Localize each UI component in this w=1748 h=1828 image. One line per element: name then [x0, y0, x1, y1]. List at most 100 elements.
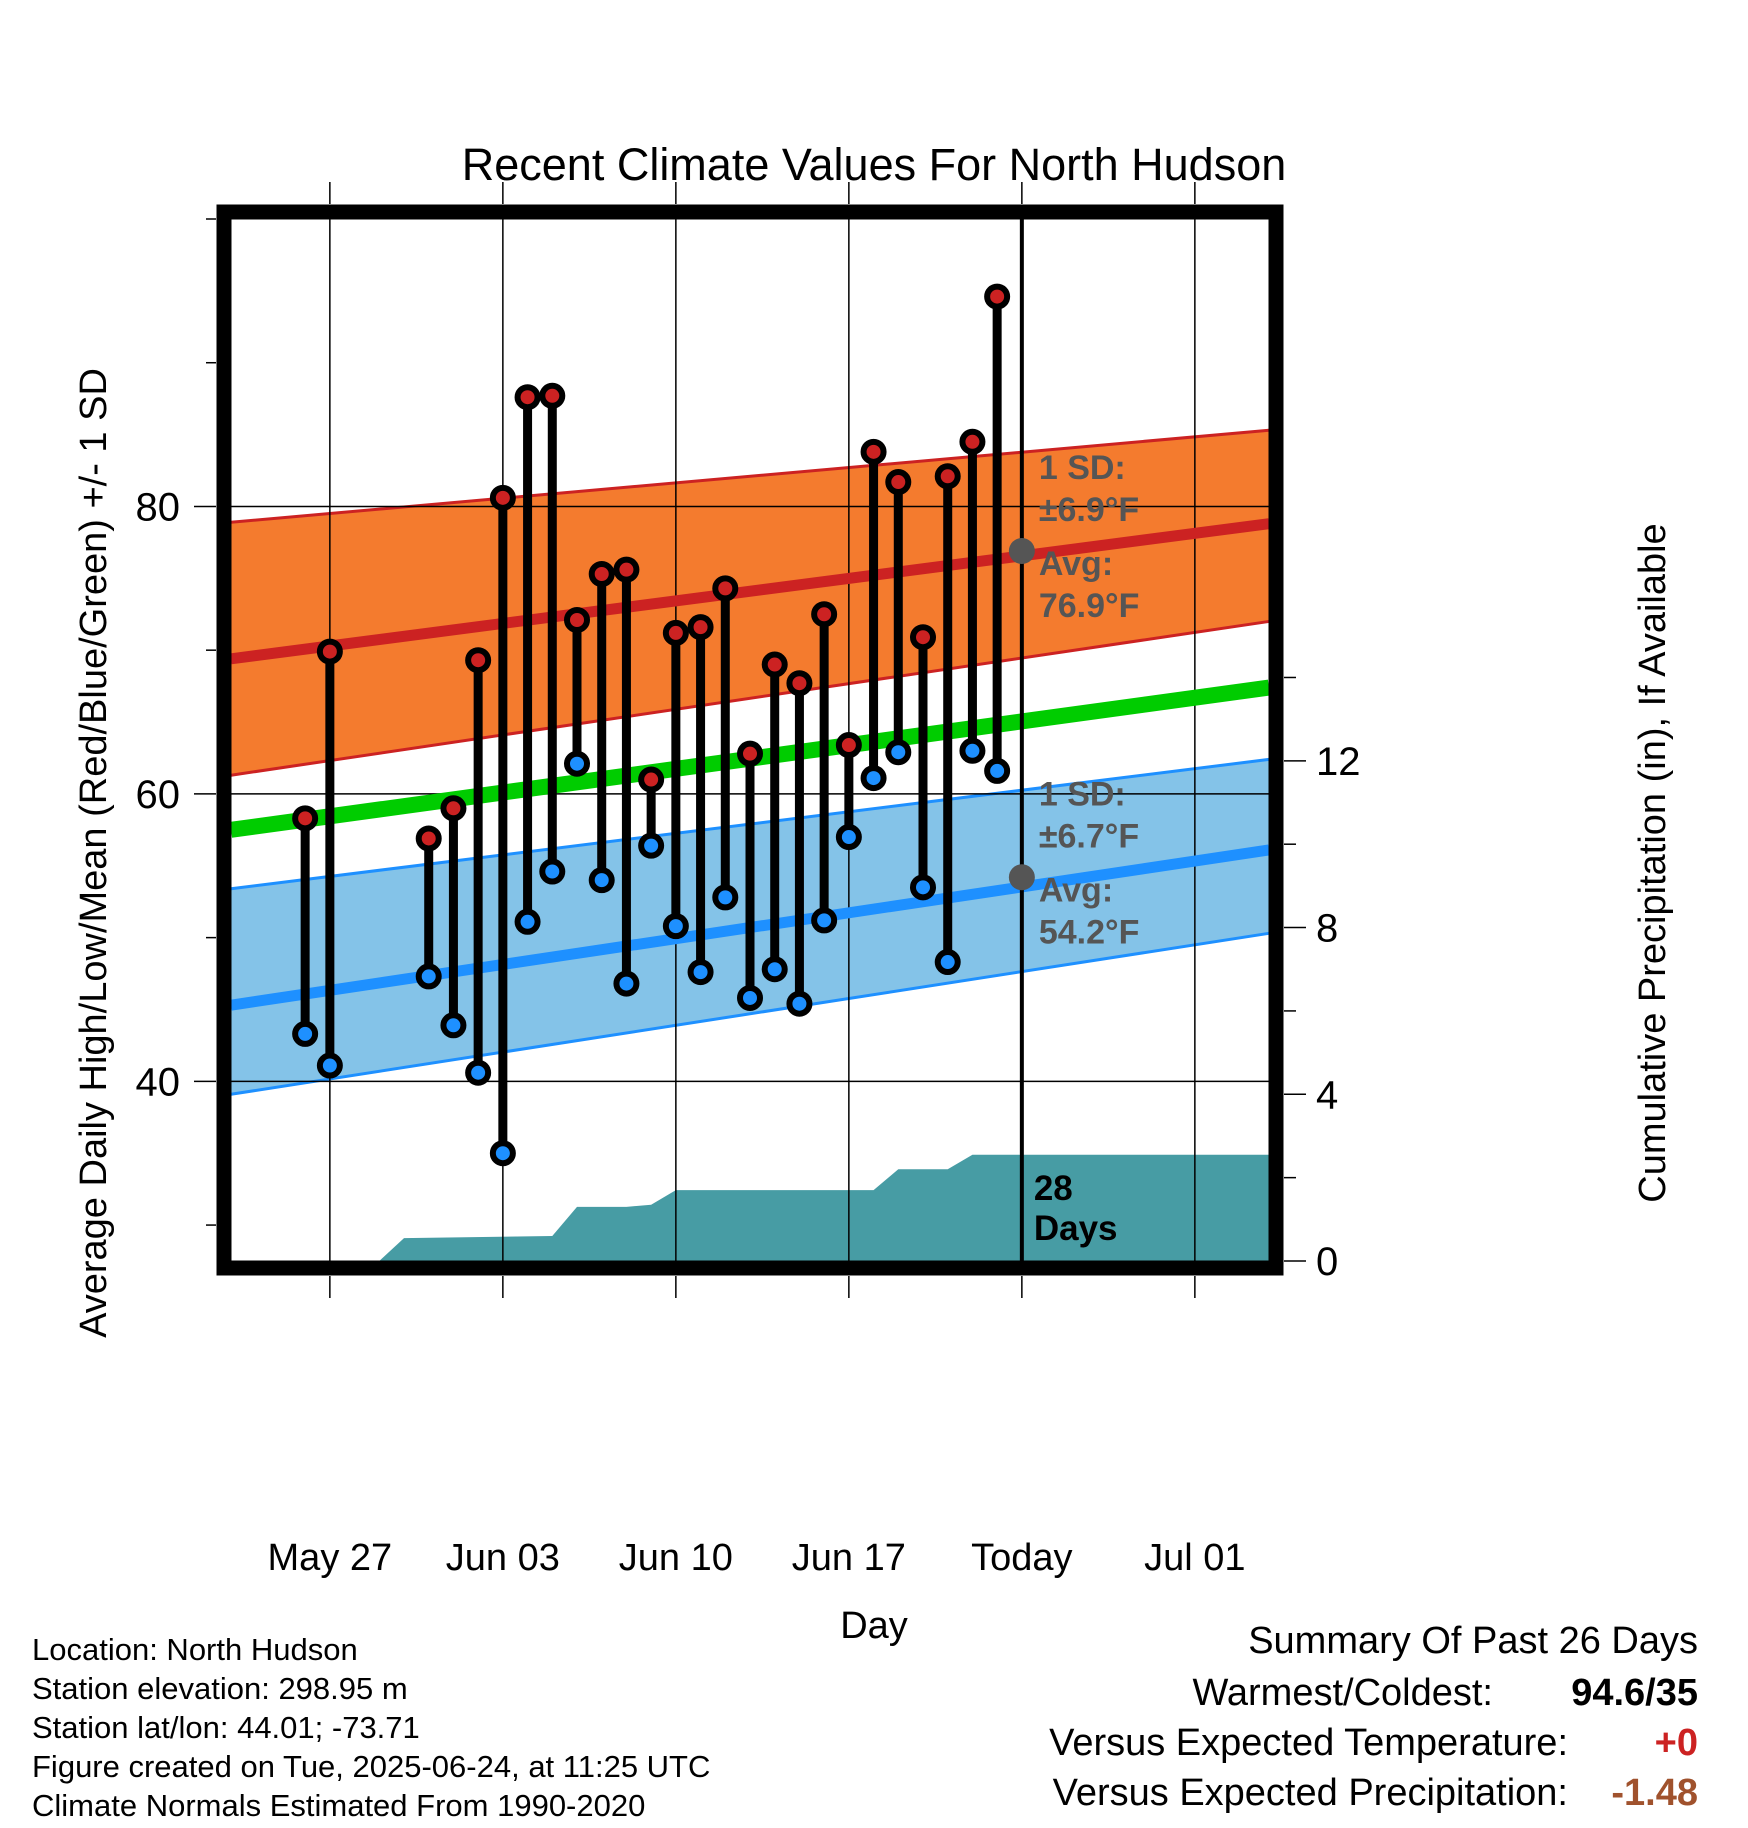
daily-low-point-2025-06-17: [835, 824, 862, 851]
daily-low-point-2025-06-23: [984, 757, 1011, 784]
summary-precip-value: -1.48: [1611, 1772, 1698, 1814]
days-count-word: Days: [1034, 1209, 1118, 1248]
low-normal-band-lower-edge: [230, 931, 1270, 1096]
today-low-avg-marker: [1008, 864, 1035, 891]
high-avg-value: 76.9°F: [1039, 587, 1140, 625]
daily-high-point-2025-06-09: [638, 766, 665, 793]
daily-high-point-2025-05-26: [292, 805, 319, 832]
daily-low-point-2025-06-09: [638, 832, 665, 859]
daily-high-point-2025-06-20: [910, 624, 936, 651]
y-axis-label: Average Daily High/Low/Mean (Red/Blue/Gr…: [73, 368, 115, 1338]
daily-high-point-2025-06-14: [761, 651, 788, 678]
daily-low-point-2025-06-01: [440, 1012, 467, 1039]
days-count-number: 28: [1034, 1169, 1073, 1208]
cumulative-precipitation-area: [231, 1154, 1269, 1261]
y-tick-label-40: 40: [136, 1060, 181, 1104]
high-normal-band-lower-edge: [230, 619, 1270, 777]
daily-high-point-2025-06-18: [860, 438, 887, 465]
daily-low-point-2025-06-14: [761, 956, 788, 983]
daily-high-point-2025-06-11: [687, 614, 714, 641]
daily-high-point-2025-06-03: [489, 484, 516, 511]
info-normals: Climate Normals Estimated From 1990-2020: [32, 1788, 646, 1823]
daily-high-point-2025-05-27: [316, 638, 343, 665]
daily-high-point-2025-06-08: [613, 556, 640, 583]
daily-high-point-2025-06-23: [984, 283, 1011, 310]
summary-temp-label: Versus Expected Temperature:: [1049, 1722, 1568, 1764]
high-sd-value: ±6.9°F: [1039, 491, 1139, 529]
daily-low-point-2025-06-11: [687, 959, 714, 986]
summary-warmest-value: 94.6/35: [1571, 1672, 1698, 1714]
daily-low-point-2025-06-12: [712, 884, 739, 911]
low-sd-value: ±6.7°F: [1039, 817, 1139, 855]
daily-high-point-2025-06-16: [811, 601, 838, 628]
y2-tick-label-12: 12: [1316, 740, 1361, 784]
summary-precip-label: Versus Expected Precipitation:: [1052, 1772, 1568, 1814]
chart-title: Recent Climate Values For North Hudson: [462, 139, 1287, 190]
summary-warmest-label: Warmest/Coldest:: [1192, 1672, 1493, 1714]
daily-high-point-2025-06-19: [885, 469, 912, 496]
daily-low-point-2025-06-10: [662, 913, 689, 940]
x-tick-label-2025-06-10: Jun 10: [619, 1537, 733, 1579]
today-high-avg-marker: [1008, 538, 1035, 565]
daily-low-point-2025-06-19: [885, 739, 912, 766]
y2-tick-label-4: 4: [1316, 1073, 1338, 1117]
x-axis-label: Day: [840, 1605, 908, 1647]
daily-low-point-2025-05-26: [292, 1020, 319, 1047]
summary-panel: Summary Of Past 26 Days Warmest/Coldest:…: [900, 1620, 1698, 1825]
summary-temp-value: +0: [1654, 1722, 1698, 1764]
daily-high-point-2025-06-22: [959, 428, 986, 455]
info-elevation: Station elevation: 298.95 m: [32, 1671, 408, 1706]
daily-high-point-2025-05-31: [415, 825, 442, 852]
x-tick-label-2025-07-01: Jul 01: [1144, 1537, 1245, 1579]
daily-high-point-2025-06-07: [588, 560, 615, 587]
daily-low-point-2025-06-20: [910, 874, 936, 901]
daily-low-point-2025-06-04: [514, 908, 541, 935]
info-latlon: Station lat/lon: 44.01; -73.71: [32, 1710, 420, 1745]
low-avg-label: Avg:: [1039, 871, 1113, 909]
summary-temp-row: Versus Expected Temperature: +0: [1049, 1722, 1698, 1765]
daily-low-point-2025-06-02: [465, 1059, 492, 1086]
daily-low-point-2025-06-07: [588, 867, 615, 894]
daily-low-point-2025-06-05: [539, 858, 566, 885]
daily-high-point-2025-06-17: [835, 732, 862, 759]
plot-area: 1 SD: ±6.9°F Avg: 76.9°F 1 SD: ±6.7°F Avg: 54.2…: [136, 182, 1361, 1579]
station-info: Location: North Hudson Station elevation…: [32, 1630, 710, 1825]
daily-high-point-2025-06-21: [934, 463, 961, 490]
daily-low-point-2025-06-16: [811, 907, 838, 934]
y2-tick-label-0: 0: [1316, 1240, 1338, 1284]
x-tick-label-2025-06-03: Jun 03: [446, 1537, 560, 1579]
y2-axis-label: Cumulative Precipitation (in), If Availa…: [1632, 523, 1674, 1202]
x-tick-label-2025-06-24: Today: [971, 1537, 1072, 1579]
info-created: Figure created on Tue, 2025-06-24, at 11…: [32, 1749, 711, 1784]
daily-high-point-2025-06-02: [465, 647, 492, 674]
daily-low-point-2025-06-21: [934, 949, 961, 976]
daily-low-point-2025-06-13: [737, 984, 763, 1011]
high-sd-label: 1 SD:: [1039, 449, 1126, 487]
daily-high-point-2025-06-06: [564, 606, 590, 633]
low-avg-value: 54.2°F: [1039, 913, 1140, 951]
high-avg-label: Avg:: [1039, 545, 1113, 583]
daily-high-point-2025-06-05: [539, 382, 566, 409]
daily-low-point-2025-05-27: [316, 1052, 343, 1079]
daily-high-point-2025-06-15: [786, 670, 813, 697]
x-tick-label-2025-06-17: Jun 17: [792, 1537, 906, 1579]
daily-high-point-2025-06-01: [440, 795, 467, 822]
normal-high-line: [230, 518, 1270, 665]
summary-title: Summary Of Past 26 Days: [1248, 1620, 1698, 1662]
daily-high-point-2025-06-10: [662, 619, 689, 646]
daily-low-point-2025-05-31: [415, 963, 442, 990]
daily-low-point-2025-06-08: [613, 970, 640, 997]
daily-high-point-2025-06-04: [514, 384, 541, 411]
daily-low-point-2025-06-06: [564, 750, 590, 777]
plot-frame: [216, 204, 1284, 1276]
low-sd-label: 1 SD:: [1039, 775, 1126, 813]
daily-high-point-2025-06-12: [712, 575, 739, 602]
daily-low-point-2025-06-22: [959, 737, 986, 764]
summary-warmest-row: Warmest/Coldest: 94.6/35: [1192, 1672, 1698, 1715]
summary-precip-row: Versus Expected Precipitation: -1.48: [1053, 1772, 1698, 1815]
high-normal-band: [231, 430, 1269, 776]
x-tick-label-2025-05-27: May 27: [268, 1537, 393, 1579]
y2-tick-label-8: 8: [1316, 907, 1338, 951]
daily-low-point-2025-06-18: [860, 765, 887, 792]
